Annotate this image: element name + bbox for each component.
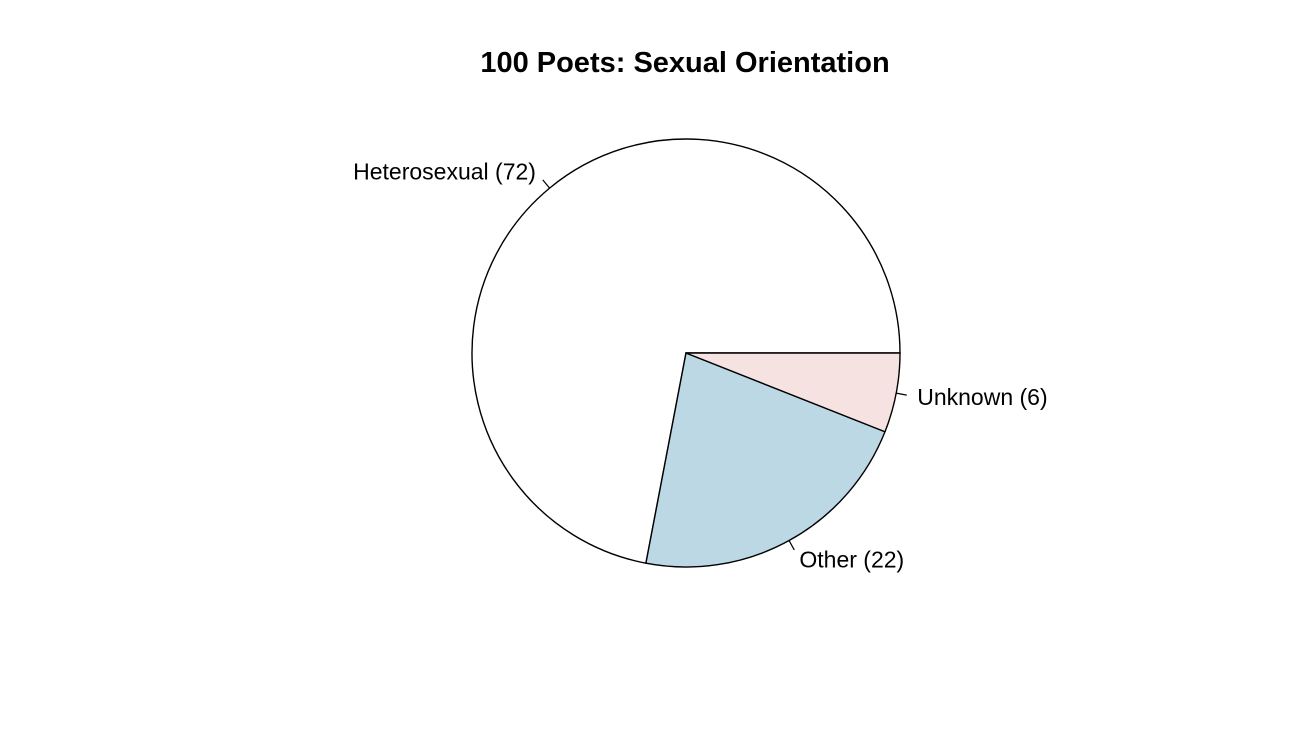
slice-label-heterosexual: Heterosexual (72)	[353, 159, 536, 185]
pie-labels: Heterosexual (72) Other (22) Unknown (6)	[353, 159, 1047, 573]
label-tick-heterosexual	[542, 179, 551, 189]
label-tick-other	[788, 540, 795, 551]
chart-title: 100 Poets: Sexual Orientation	[480, 47, 889, 79]
pie-slices	[471, 138, 901, 568]
pie-slice-other	[645, 352, 886, 568]
pie-slice-unknown	[685, 352, 901, 433]
label-tick-unknown	[896, 392, 907, 396]
slice-label-other: Other (22)	[799, 546, 904, 572]
slice-label-unknown: Unknown (6)	[917, 384, 1047, 410]
